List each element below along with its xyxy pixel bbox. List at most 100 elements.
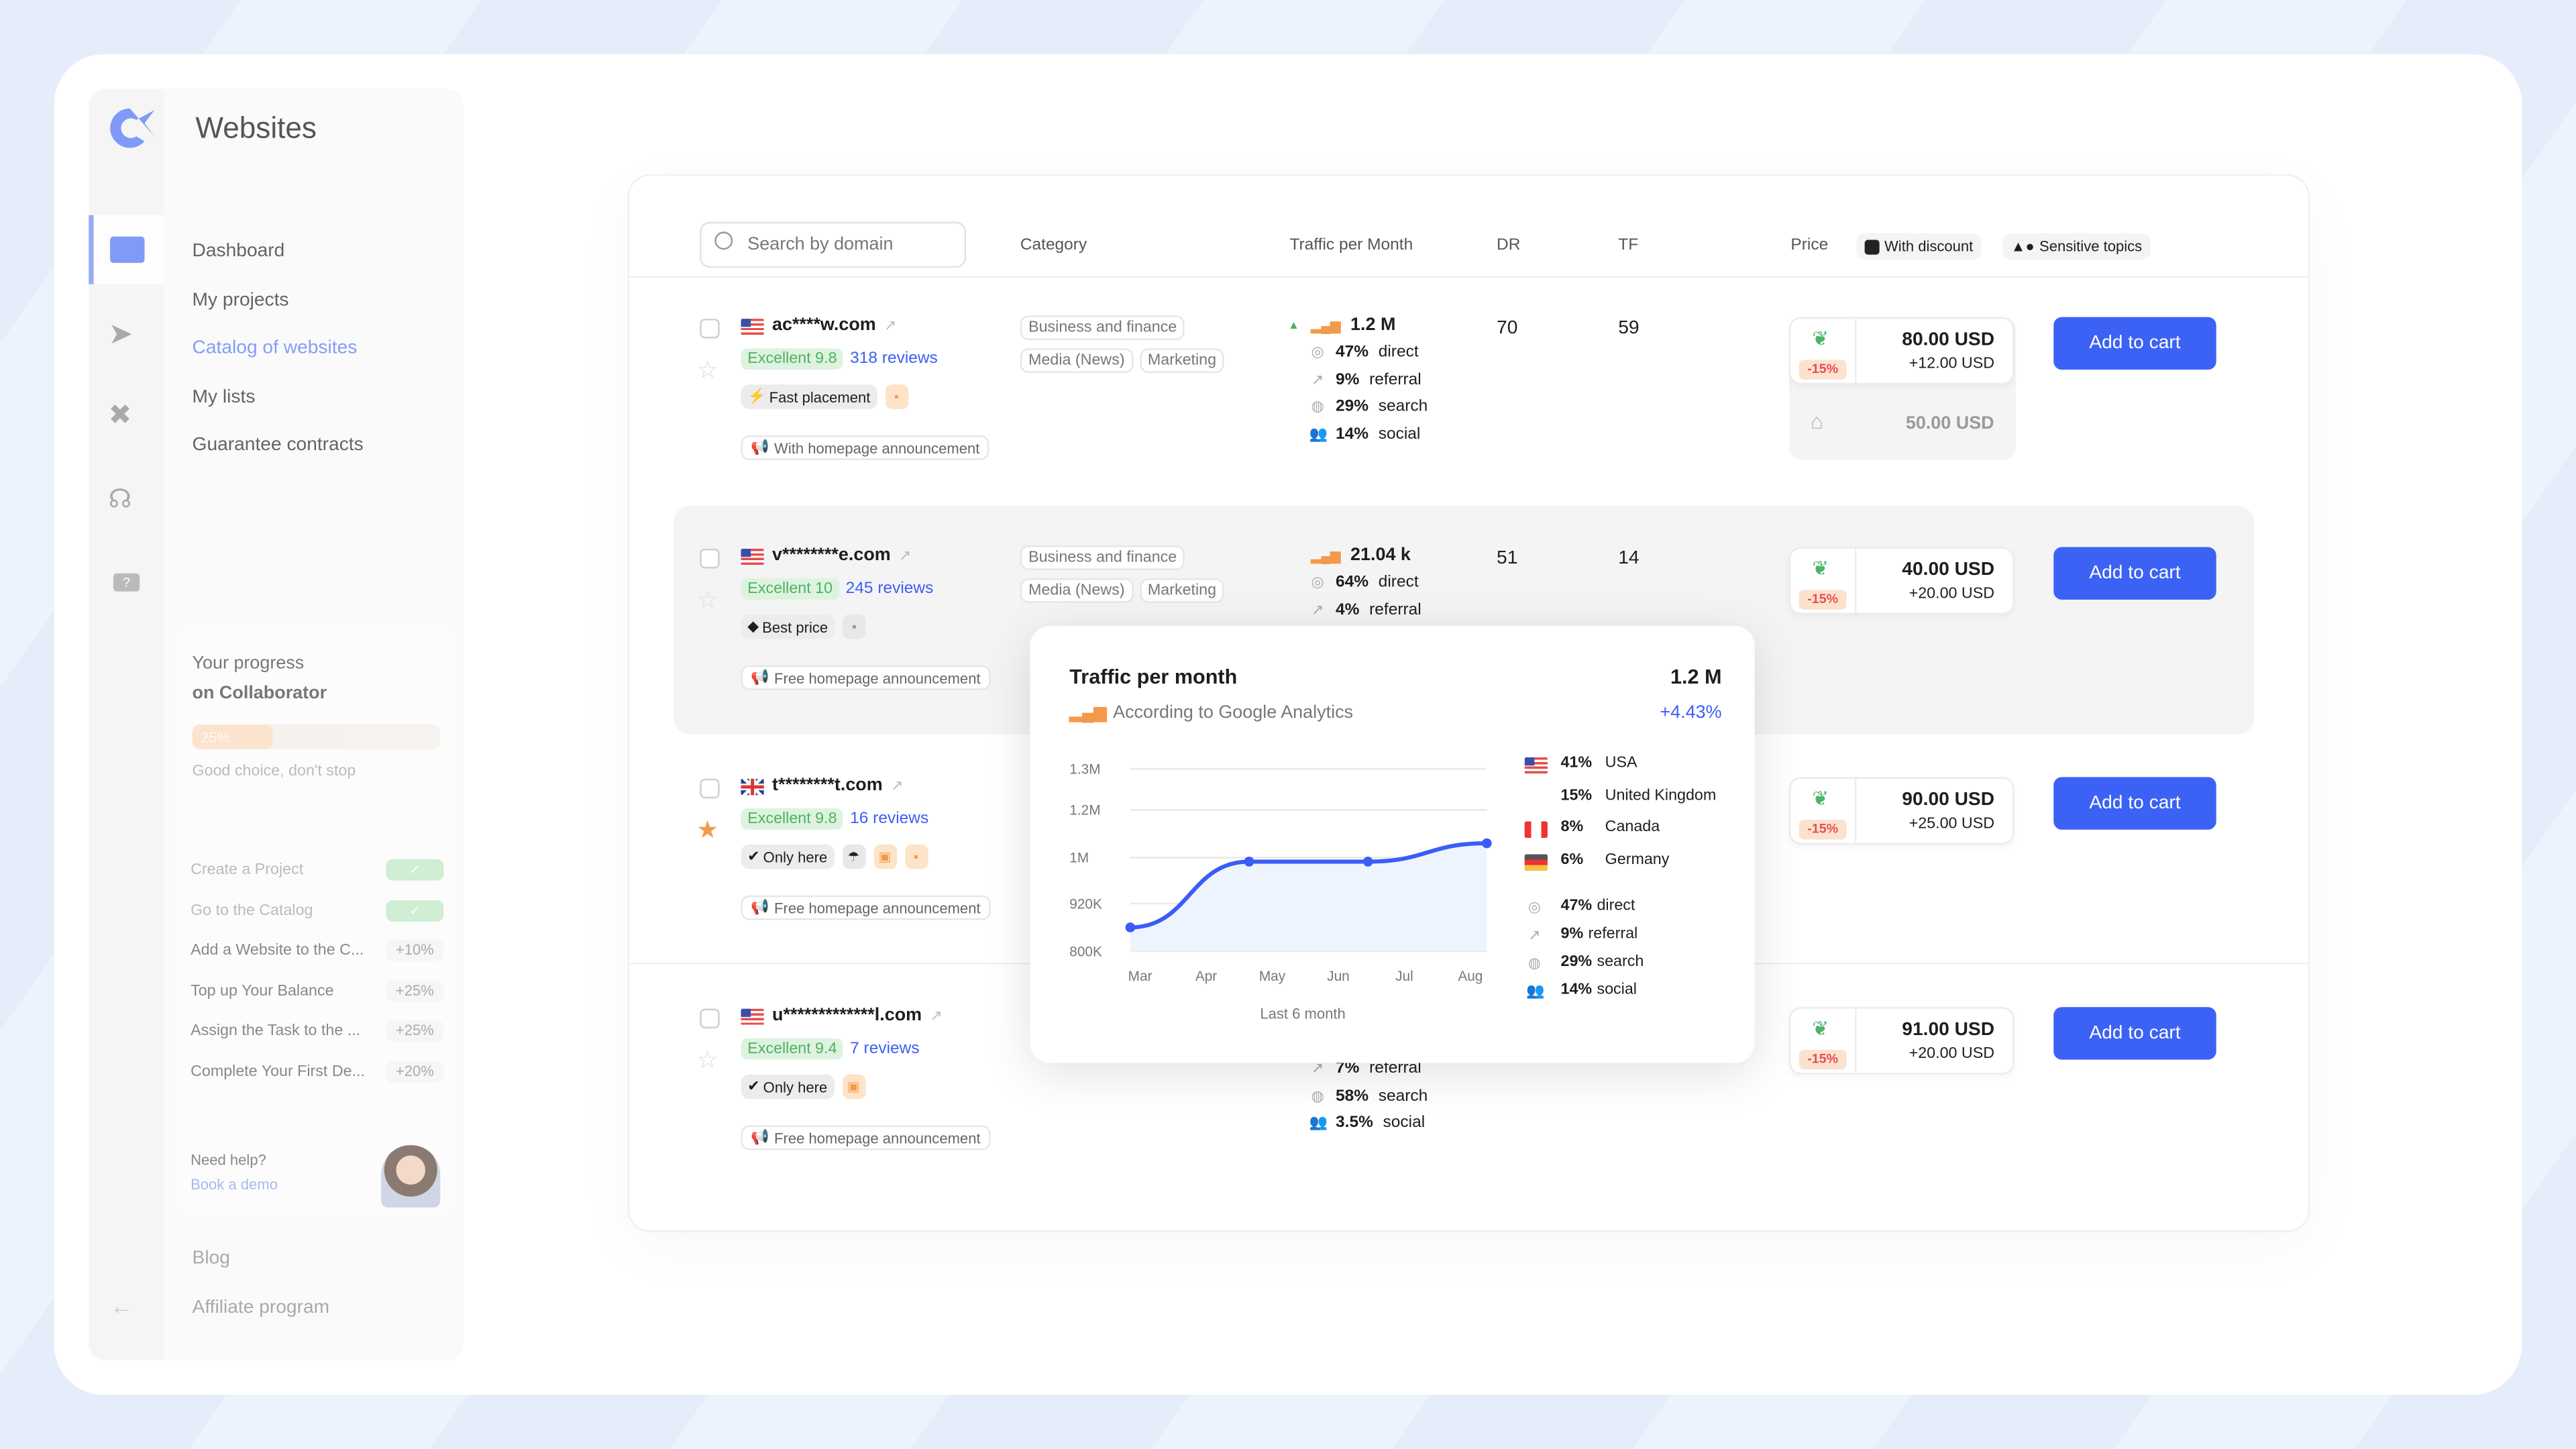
- category-tag[interactable]: Business and finance: [1020, 545, 1185, 570]
- dr-value: 51: [1497, 548, 1518, 569]
- progress-task[interactable]: Create a Project: [191, 861, 304, 879]
- task-reward: +20%: [386, 1060, 444, 1082]
- badge-label: Best price: [762, 619, 828, 635]
- home-icon: ⌂: [1810, 409, 1824, 434]
- star-icon[interactable]: ☆: [696, 586, 719, 614]
- sidebar-footer-1[interactable]: Affiliate program: [192, 1297, 330, 1318]
- search-placeholder: Search by domain: [747, 235, 894, 255]
- category-tag[interactable]: Marketing: [1139, 348, 1225, 373]
- progress-task[interactable]: Add a Website to the C...: [191, 941, 364, 960]
- search-input[interactable]: Search by domain: [700, 221, 967, 268]
- reviews-link[interactable]: 7 reviews: [850, 1040, 920, 1059]
- category-tag[interactable]: Media (News): [1020, 578, 1133, 603]
- header-traffic[interactable]: Traffic per Month: [1289, 236, 1413, 255]
- discount-badge: -15%: [1799, 360, 1847, 380]
- tools-icon[interactable]: ✖: [108, 399, 132, 431]
- reviews-link[interactable]: 16 reviews: [850, 810, 929, 828]
- popup-source: ▂▄▆ According to Google Analytics: [1069, 703, 1353, 722]
- announcement-badge: 📢 Free homepage announcement: [741, 1125, 991, 1150]
- source-label: referral: [1369, 370, 1421, 389]
- sidebar-footer-0[interactable]: Blog: [192, 1248, 230, 1269]
- star-icon[interactable]: ☆: [696, 356, 719, 385]
- progress-task[interactable]: Go to the Catalog: [191, 901, 313, 920]
- category-line: Media (News) Marketing: [1020, 348, 1225, 373]
- external-link-icon[interactable]: ↗: [898, 546, 912, 563]
- filter-with-discount[interactable]: With discount: [1856, 233, 1982, 260]
- domain[interactable]: v********e.com ↗: [772, 545, 911, 565]
- tf-value: 59: [1618, 319, 1640, 339]
- country-pct: 41%: [1560, 754, 1593, 773]
- sidebar-item-dashboard[interactable]: Dashboard: [192, 241, 285, 262]
- price-card[interactable]: ❦ -15% 91.00 USD +20.00 USD: [1788, 1007, 2015, 1075]
- progress-task[interactable]: Top up Your Balance: [191, 981, 334, 1000]
- flag-us-icon: [741, 319, 764, 335]
- progress-task[interactable]: Complete Your First De...: [191, 1062, 366, 1081]
- row-checkbox[interactable]: [700, 548, 720, 569]
- domain-name[interactable]: v********e.com: [772, 545, 891, 566]
- domain[interactable]: ac****w.com ↗: [772, 315, 896, 335]
- data-point: [1481, 838, 1492, 849]
- page-title: Websites: [195, 111, 317, 145]
- price-card[interactable]: ❦ -15% 90.00 USD +25.00 USD: [1788, 777, 2015, 845]
- traffic-value[interactable]: ▲ ▂▄▆ 21.04 k: [1288, 545, 1411, 565]
- reviews-link[interactable]: 245 reviews: [845, 580, 934, 598]
- add-to-cart-button[interactable]: Add to cart: [2053, 777, 2216, 830]
- add-to-cart-button[interactable]: Add to cart: [2053, 317, 2216, 370]
- header-price[interactable]: Price: [1790, 236, 1829, 255]
- price-card[interactable]: ❦ -15% 80.00 USD +12.00 USD: [1788, 317, 2015, 385]
- source-pct: 14%: [1560, 981, 1593, 999]
- announcement-badge: 📢 With homepage announcement: [741, 435, 990, 460]
- badges: ◆ Best price ▪: [741, 614, 866, 639]
- traffic-value[interactable]: ▲ ▂▄▆ 1.2 M: [1288, 315, 1395, 335]
- domain[interactable]: t********t.com ↗: [772, 775, 903, 795]
- help-chat-icon[interactable]: ?: [113, 573, 140, 592]
- row-checkbox[interactable]: [700, 319, 720, 339]
- referral-icon: ↗: [1528, 926, 1541, 943]
- header-category[interactable]: Category: [1020, 236, 1087, 255]
- badge-label: Only here: [763, 1078, 828, 1095]
- filter-sensitive-topics[interactable]: ▲● Sensitive topics: [2002, 233, 2151, 260]
- feather-icon: ❦: [1812, 1016, 1829, 1040]
- row-checkbox[interactable]: [700, 1008, 720, 1029]
- sidebar-item-my-projects[interactable]: My projects: [192, 290, 289, 311]
- country-name: USA: [1605, 754, 1638, 773]
- sidebar-item-catalog-of-websites[interactable]: Catalog of websites: [192, 338, 358, 358]
- category-tag[interactable]: Media (News): [1020, 348, 1133, 373]
- external-link-icon[interactable]: ↗: [890, 776, 904, 793]
- star-icon[interactable]: ☆: [696, 1046, 719, 1075]
- book-demo-link[interactable]: Book a demo: [191, 1176, 278, 1193]
- target-icon: ◎: [1311, 573, 1324, 590]
- category-tag[interactable]: Marketing: [1139, 578, 1225, 603]
- chat-icon-gray: ▪: [843, 614, 866, 639]
- reviews-link[interactable]: 318 reviews: [850, 350, 938, 368]
- external-link-icon[interactable]: ↗: [930, 1006, 943, 1023]
- domain[interactable]: u*************l.com ↗: [772, 1006, 943, 1025]
- badge-label: Fast placement: [769, 388, 871, 405]
- add-to-cart-button[interactable]: Add to cart: [2053, 547, 2216, 600]
- shapes-icon: ▲●: [2010, 238, 2035, 255]
- price-card[interactable]: ❦ -15% 40.00 USD +20.00 USD: [1788, 547, 2015, 614]
- paper-plane-icon[interactable]: ➤: [108, 317, 133, 350]
- help-title: Need help?: [191, 1151, 266, 1169]
- x-tick-label: Aug: [1458, 969, 1483, 984]
- add-to-cart-button[interactable]: Add to cart: [2053, 1007, 2216, 1060]
- external-link-icon[interactable]: ↗: [884, 316, 897, 333]
- star-icon[interactable]: ★: [696, 816, 719, 845]
- header-dr[interactable]: DR: [1497, 236, 1521, 255]
- collapse-arrow-icon[interactable]: ←: [110, 1293, 133, 1320]
- price-icon-column: [1790, 319, 1857, 383]
- domain-name[interactable]: ac****w.com: [772, 315, 876, 335]
- price-main: 40.00 USD: [1902, 560, 1995, 580]
- sidebar-item-my-lists[interactable]: My lists: [192, 387, 256, 408]
- domain-name[interactable]: u*************l.com: [772, 1005, 922, 1026]
- domain-name[interactable]: t********t.com: [772, 775, 883, 796]
- row-checkbox[interactable]: [700, 778, 720, 799]
- badges: ✔ Only here ▣: [741, 1074, 865, 1099]
- header-tf[interactable]: TF: [1618, 236, 1639, 255]
- sidebar-item-guarantee-contracts[interactable]: Guarantee contracts: [192, 435, 364, 455]
- progress-task[interactable]: Assign the Task to the ...: [191, 1022, 361, 1040]
- headset-icon[interactable]: ☊: [108, 486, 132, 515]
- category-tag[interactable]: Business and finance: [1020, 315, 1185, 340]
- announcement-label: Free homepage announcement: [774, 669, 981, 686]
- catalog-icon[interactable]: [110, 236, 145, 263]
